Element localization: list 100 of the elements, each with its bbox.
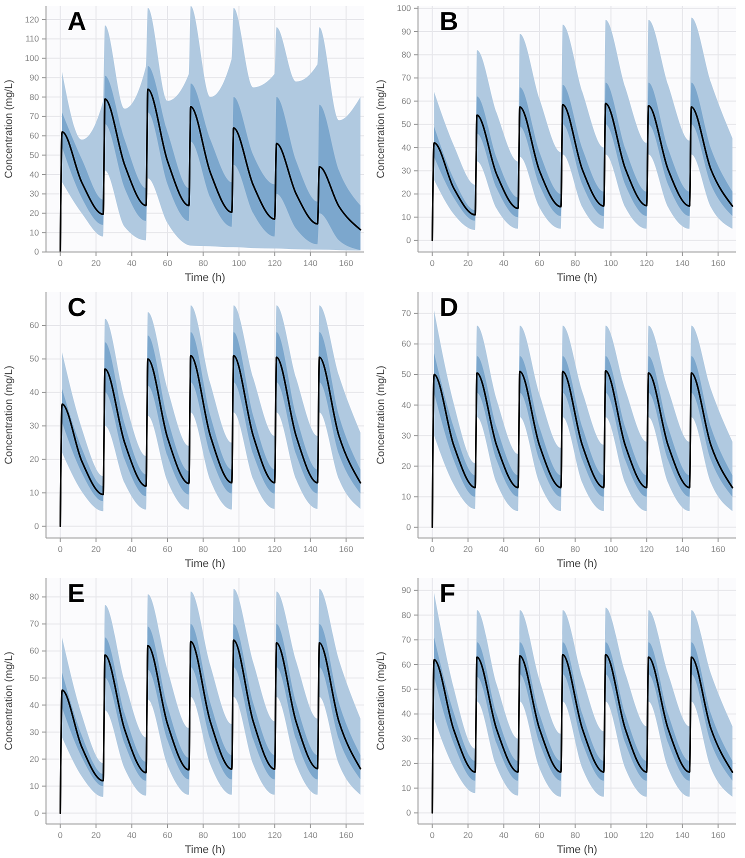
y-tick-label: 0: [34, 246, 40, 257]
x-tick-label: 140: [675, 544, 690, 554]
x-axis-title: Time (h): [184, 272, 226, 284]
x-tick-label: 160: [711, 258, 726, 268]
chart-title: F: [439, 578, 456, 608]
y-tick-label: 0: [406, 808, 412, 818]
x-tick-label: 60: [162, 830, 172, 840]
x-tick-label: 80: [198, 544, 208, 554]
y-tick-label: 40: [30, 169, 40, 180]
x-tick-label: 40: [127, 544, 137, 554]
x-tick-label: 160: [711, 544, 726, 554]
y-tick-label: 80: [30, 92, 40, 102]
y-tick-label: 100: [396, 3, 412, 14]
chart-title: D: [439, 292, 458, 322]
y-tick-label: 60: [30, 320, 40, 330]
x-tick-label: 40: [499, 544, 509, 554]
x-tick-label: 160: [339, 544, 354, 554]
x-tick-label: 20: [463, 544, 474, 554]
y-tick-label: 10: [30, 227, 40, 238]
x-tick-label: 140: [303, 544, 318, 554]
x-tick-label: 120: [640, 544, 654, 554]
x-tick-label: 80: [570, 544, 580, 554]
x-tick-label: 20: [463, 258, 474, 268]
y-tick-label: 0: [406, 235, 412, 246]
x-tick-label: 80: [198, 258, 208, 268]
y-tick-label: 40: [402, 142, 412, 152]
x-tick-label: 80: [570, 258, 580, 268]
x-tick-label: 100: [604, 830, 618, 840]
x-tick-label: 20: [91, 830, 102, 840]
y-tick-label: 0: [34, 521, 40, 532]
x-tick-label: 40: [127, 258, 137, 268]
x-axis-title: Time (h): [556, 844, 598, 856]
y-tick-label: 70: [402, 308, 412, 318]
y-tick-label: 60: [402, 96, 412, 106]
y-tick-label: 30: [402, 733, 412, 744]
y-tick-label: 10: [402, 491, 412, 502]
x-tick-label: 100: [604, 544, 618, 554]
y-tick-label: 50: [30, 150, 40, 160]
x-axis-title: Time (h): [184, 558, 226, 570]
x-tick-label: 60: [534, 830, 544, 840]
chart-title: A: [67, 6, 86, 36]
y-tick-label: 30: [30, 188, 40, 199]
x-tick-label: 60: [534, 544, 544, 554]
chart-title: C: [67, 292, 86, 322]
y-tick-label: 30: [30, 726, 40, 737]
y-tick-label: 90: [402, 585, 412, 596]
x-tick-label: 0: [58, 830, 63, 840]
y-axis-title: Concentration (mg/L): [3, 652, 15, 750]
x-tick-label: 0: [58, 544, 63, 554]
x-tick-label: 140: [675, 830, 690, 840]
x-tick-label: 0: [430, 544, 435, 554]
chart-title: E: [67, 578, 85, 608]
x-tick-label: 100: [232, 258, 246, 268]
x-tick-label: 120: [640, 830, 654, 840]
y-tick-label: 30: [402, 165, 412, 176]
x-tick-label: 0: [430, 830, 435, 840]
x-axis-title: Time (h): [556, 558, 598, 570]
y-tick-label: 20: [402, 460, 412, 471]
x-tick-label: 100: [232, 544, 246, 554]
x-axis-title: Time (h): [556, 272, 598, 284]
y-tick-label: 20: [30, 454, 40, 464]
x-tick-label: 120: [268, 258, 282, 268]
y-tick-label: 90: [402, 26, 412, 36]
y-tick-label: 70: [402, 72, 412, 83]
x-tick-label: 0: [58, 258, 63, 268]
y-axis-title: Concentration (mg/L): [3, 366, 15, 464]
x-tick-label: 20: [91, 258, 102, 268]
y-tick-label: 40: [402, 400, 412, 410]
y-tick-label: 60: [402, 338, 412, 349]
y-tick-label: 40: [30, 700, 40, 710]
x-tick-label: 0: [430, 258, 435, 268]
y-tick-label: 0: [34, 808, 40, 818]
y-axis-title: Concentration (mg/L): [3, 80, 15, 178]
x-tick-label: 140: [303, 830, 318, 840]
x-tick-label: 120: [640, 258, 654, 268]
x-tick-label: 20: [463, 830, 474, 840]
y-tick-label: 20: [402, 758, 412, 768]
y-tick-label: 70: [402, 634, 412, 645]
y-tick-label: 40: [402, 708, 412, 719]
x-tick-label: 160: [339, 830, 354, 840]
y-tick-label: 50: [402, 684, 412, 694]
x-axis-title: Time (h): [184, 844, 226, 856]
y-tick-label: 50: [402, 369, 412, 380]
x-tick-label: 20: [91, 544, 102, 554]
y-tick-label: 50: [402, 119, 412, 130]
y-tick-label: 60: [402, 659, 412, 670]
x-tick-label: 60: [162, 544, 172, 554]
y-tick-label: 60: [30, 130, 40, 140]
y-tick-label: 0: [406, 522, 412, 532]
x-tick-label: 80: [570, 830, 580, 840]
y-tick-label: 10: [402, 782, 412, 793]
x-tick-label: 60: [534, 258, 544, 268]
y-tick-label: 20: [30, 754, 40, 764]
x-tick-label: 40: [499, 830, 509, 840]
y-tick-label: 30: [402, 430, 412, 440]
x-tick-label: 160: [339, 258, 354, 268]
y-tick-label: 80: [402, 49, 412, 60]
y-tick-label: 120: [24, 14, 40, 24]
x-tick-label: 100: [604, 258, 618, 268]
x-tick-label: 140: [675, 258, 690, 268]
